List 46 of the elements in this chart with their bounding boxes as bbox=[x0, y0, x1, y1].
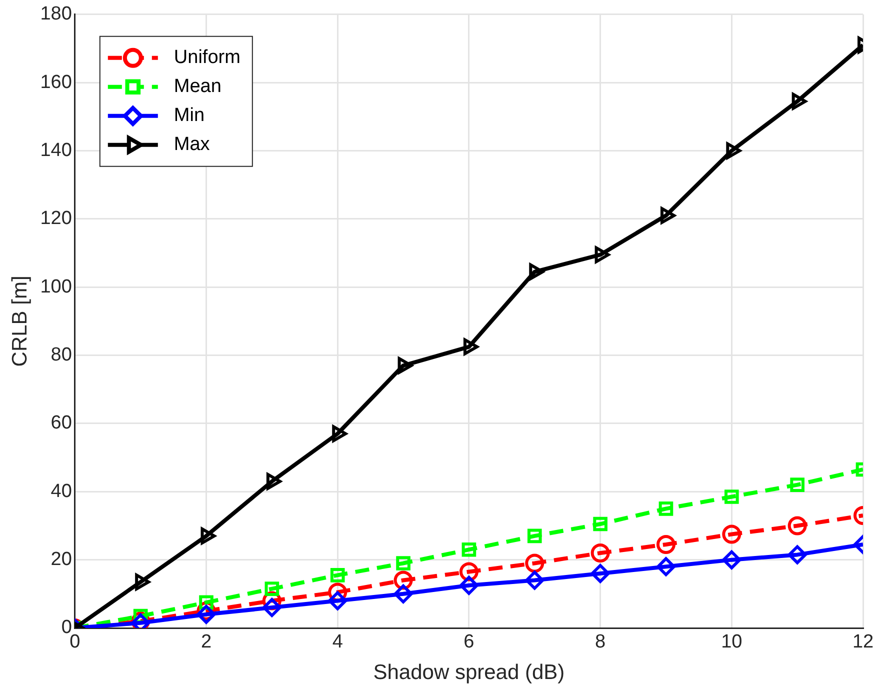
point bbox=[658, 502, 674, 516]
x-tick-label: 12 bbox=[852, 632, 874, 653]
x-tick-label: 2 bbox=[200, 632, 212, 653]
point bbox=[394, 584, 413, 604]
legend-label: Min bbox=[174, 105, 205, 126]
x-axis-title: Shadow spread (dB) bbox=[373, 661, 565, 684]
point bbox=[525, 570, 544, 590]
y-tick-label: 120 bbox=[40, 208, 72, 230]
legend-label: Mean bbox=[174, 76, 222, 98]
y-tick-label: 80 bbox=[50, 344, 72, 366]
y-tick-label: 100 bbox=[40, 276, 72, 298]
point bbox=[593, 516, 608, 532]
point bbox=[462, 542, 476, 557]
point bbox=[788, 545, 807, 564]
point bbox=[525, 554, 544, 573]
point bbox=[722, 524, 742, 544]
point bbox=[459, 576, 478, 595]
point bbox=[396, 556, 410, 570]
point bbox=[724, 490, 739, 504]
y-tick-label: 0 bbox=[61, 617, 72, 638]
x-tick-label: 4 bbox=[332, 632, 344, 653]
point bbox=[656, 534, 676, 554]
legend-label: Max bbox=[174, 134, 210, 156]
y-tick-label: 160 bbox=[40, 72, 72, 93]
y-tick-label: 140 bbox=[40, 140, 72, 161]
y-tick-label: 60 bbox=[50, 412, 72, 434]
point bbox=[656, 557, 676, 576]
point bbox=[788, 516, 807, 536]
y-axis-title: CRLB [m] bbox=[8, 276, 32, 367]
point bbox=[262, 598, 282, 618]
legend-label: Uniform bbox=[174, 47, 240, 68]
x-tick-label: 10 bbox=[721, 632, 742, 653]
y-tick-label: 20 bbox=[50, 549, 72, 570]
y-tick-label: 40 bbox=[50, 480, 72, 502]
point bbox=[722, 550, 742, 570]
point bbox=[196, 604, 216, 624]
point bbox=[590, 564, 610, 583]
y-tick-label: 180 bbox=[40, 4, 72, 25]
point bbox=[330, 568, 345, 582]
point bbox=[264, 582, 280, 596]
point bbox=[328, 591, 348, 610]
point bbox=[590, 544, 610, 563]
x-tick-label: 6 bbox=[464, 632, 474, 653]
point bbox=[790, 478, 804, 492]
x-tick-label: 8 bbox=[595, 632, 606, 653]
point bbox=[527, 528, 542, 544]
